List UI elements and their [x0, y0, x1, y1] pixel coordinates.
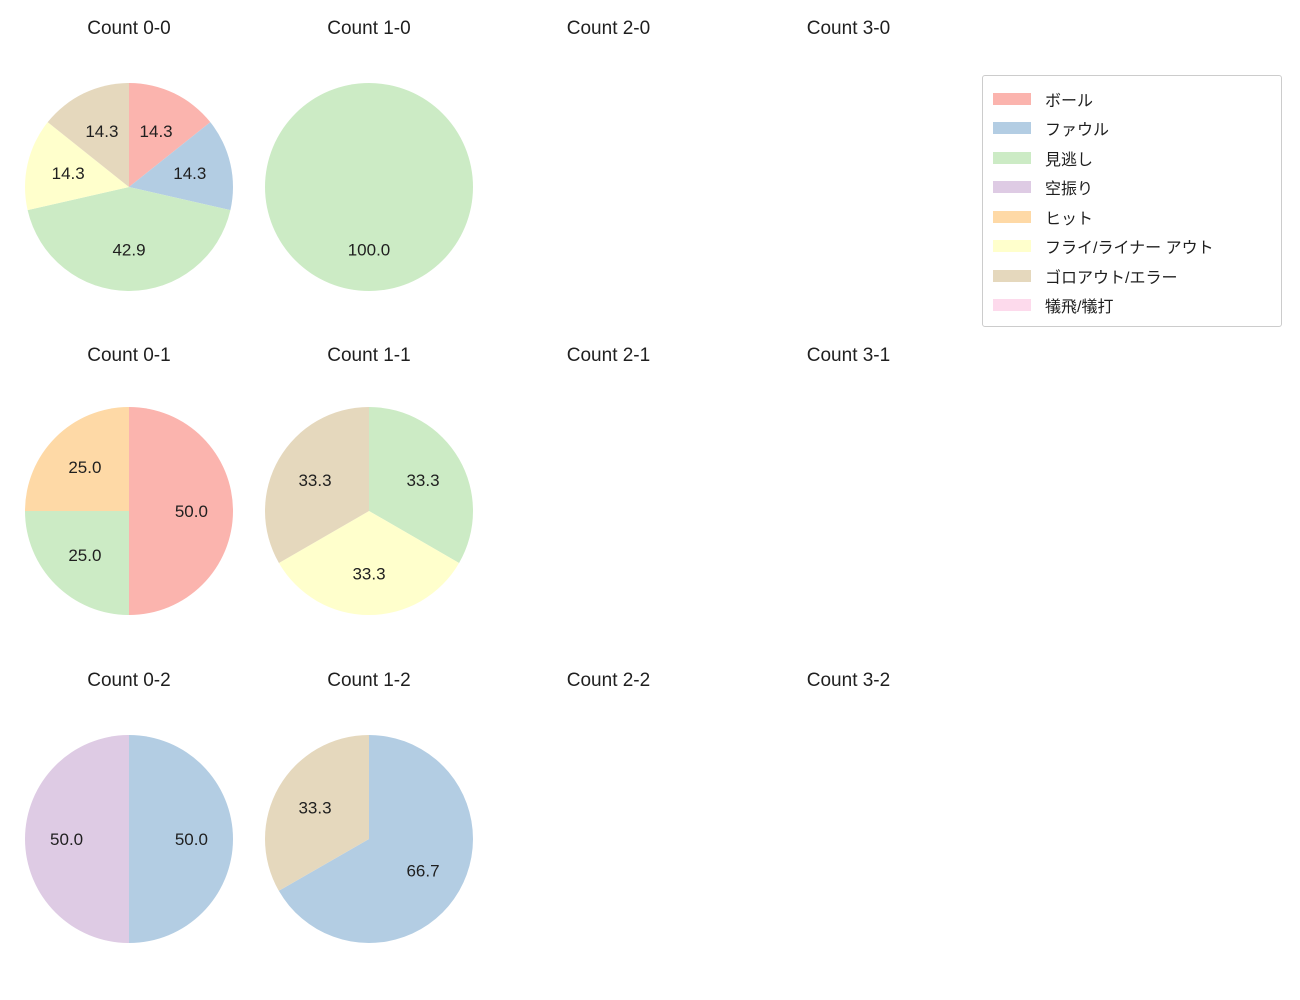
pie-percent-label: 14.3	[173, 164, 206, 183]
chart-title: Count 0-0	[87, 18, 171, 39]
legend-swatch	[993, 269, 1031, 282]
chart-cell: Count 3-1	[729, 342, 969, 621]
chart-title: Count 2-2	[566, 670, 651, 691]
pie-percent-label: 14.3	[52, 164, 85, 183]
pie-slice	[129, 735, 233, 943]
legend-swatch	[993, 299, 1031, 312]
legend-entry: ヒット	[983, 202, 1281, 232]
chart-cell: Count 0-0 14.3 14.3 42.9 14.3 14.3	[9, 15, 249, 297]
legend-entry: ファウル	[983, 114, 1281, 144]
pie-slice	[25, 511, 129, 615]
pie-percent-label: 33.3	[352, 564, 385, 583]
pie-percent-label: 42.9	[112, 240, 145, 259]
pie-slice	[25, 122, 129, 211]
chart-cell: Count 1-0 100.0	[249, 15, 489, 297]
pie-slice	[265, 83, 473, 291]
chart-title: Count 2-1	[566, 345, 651, 366]
pie-percent-label: 14.3	[85, 122, 118, 141]
pie-slice	[25, 735, 129, 943]
chart-cell: Count 1-2 66.7 33.3	[249, 667, 489, 949]
pie-slice	[264, 407, 369, 563]
chart-cell: Count 1-1 33.3 33.3 33.3	[249, 342, 489, 621]
chart-cell: Count 3-2	[729, 667, 969, 949]
chart-title: Count 0-2	[87, 670, 171, 691]
chart-cell: Count 0-1 50.0 25.0 25.0	[9, 342, 249, 621]
chart-cell: Count 2-2	[489, 667, 729, 949]
legend-label: ヒット	[1045, 210, 1094, 228]
pie-chart: 50.0 25.0 25.0	[25, 407, 233, 615]
pie-slice	[47, 83, 129, 187]
chart-title: Count 1-0	[327, 18, 411, 39]
pie-chart: 33.3 33.3 33.3	[264, 407, 474, 616]
legend-swatch	[993, 181, 1031, 194]
pie-percent-label: 33.3	[406, 471, 439, 490]
pie-slice	[27, 187, 231, 291]
chart-title: Count 3-1	[806, 345, 891, 366]
legend-label: ボール	[1045, 92, 1094, 110]
legend-swatch	[993, 240, 1031, 253]
chart-title: Count 3-0	[806, 18, 891, 39]
chart-title: Count 3-2	[806, 670, 891, 691]
pie-percent-label: 25.0	[68, 546, 101, 565]
chart-title: Count 1-1	[327, 345, 411, 366]
legend-swatch	[993, 92, 1031, 105]
pie-slice	[129, 83, 211, 187]
pie-percent-label: 50.0	[175, 830, 208, 849]
pie-percent-label: 100.0	[348, 240, 391, 259]
pie-slice	[369, 407, 474, 563]
legend-entry: ボール	[983, 84, 1281, 114]
pie-slice	[129, 407, 233, 615]
chart-cell: Count 2-0	[489, 15, 729, 297]
pie-percent-label: 33.3	[298, 471, 331, 490]
legend-swatch	[993, 122, 1031, 135]
pie-slice	[25, 407, 129, 511]
pie-chart: 14.3 14.3 42.9 14.3 14.3	[25, 83, 233, 291]
legend-entry: 犠飛/犠打	[983, 291, 1281, 321]
legend-entry: フライ/ライナー アウト	[983, 232, 1281, 262]
chart-cell: Count 2-1	[489, 342, 729, 621]
pie-percent-label: 33.3	[298, 799, 331, 818]
legend-entry: ゴロアウト/エラー	[983, 261, 1281, 291]
legend-label: ゴロアウト/エラー	[1045, 269, 1178, 287]
pie-slice	[278, 735, 473, 943]
chart-cell: Count 3-0	[729, 15, 969, 297]
legend-label: ファウル	[1045, 122, 1110, 140]
chart-cell: Count 0-2 50.0 50.0	[9, 667, 249, 949]
legend-label: 空振り	[1045, 181, 1094, 199]
chart-title: Count 1-2	[327, 670, 411, 691]
legend-entry: 空振り	[983, 173, 1281, 203]
pie-slice	[278, 511, 460, 616]
pie-percent-label: 66.7	[406, 861, 439, 880]
pie-percent-label: 50.0	[175, 502, 208, 521]
pie-chart: 100.0	[265, 83, 473, 291]
legend-swatch	[993, 210, 1031, 223]
pie-percent-label: 50.0	[50, 830, 83, 849]
pie-slice	[264, 735, 369, 891]
pie-chart: 50.0 50.0	[25, 735, 233, 943]
legend: ボールファウル見逃し空振りヒットフライ/ライナー アウト ゴロアウト/エラー 犠飛/…	[982, 75, 1282, 327]
legend-entry: 見逃し	[983, 143, 1281, 173]
legend-label: フライ/ライナー アウト	[1045, 240, 1214, 258]
legend-label: 犠飛/犠打	[1045, 299, 1114, 317]
pie-percent-label: 25.0	[68, 458, 101, 477]
legend-swatch	[993, 151, 1031, 164]
chart-title: Count 0-1	[87, 345, 171, 366]
chart-title: Count 2-0	[566, 18, 651, 39]
legend-label: 見逃し	[1045, 151, 1094, 169]
pie-slice	[129, 122, 233, 211]
pie-chart: 66.7 33.3	[264, 735, 473, 943]
pie-percent-label: 14.3	[140, 122, 173, 141]
